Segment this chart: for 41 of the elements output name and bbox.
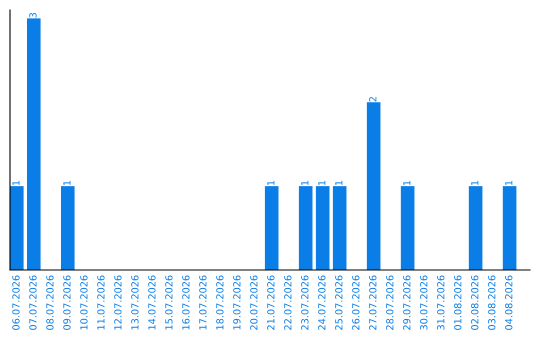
- x-tick-label: 07.07.2026: [29, 275, 37, 330]
- data-label: 1: [12, 180, 20, 186]
- x-tick-label: 04.08.2026: [505, 275, 512, 330]
- x-tick-label: 13.07.2026: [131, 275, 139, 330]
- x-tick-label: 24.07.2026: [318, 275, 326, 330]
- x-tick-label: 06.07.2026: [12, 275, 20, 330]
- data-label: 1: [403, 180, 410, 186]
- x-tick-label: 23.07.2026: [301, 275, 309, 330]
- data-label: 3: [29, 12, 37, 18]
- x-tick-label: 03.08.2026: [488, 275, 496, 330]
- x-tick-label: 16.07.2026: [182, 275, 190, 330]
- x-tick-label: 12.07.2026: [114, 275, 122, 330]
- data-label: 1: [505, 180, 512, 186]
- x-tick-label: 19.07.2026: [233, 275, 241, 330]
- x-tick-label: 28.07.2026: [386, 275, 394, 330]
- x-tick-label: 26.07.2026: [352, 275, 360, 330]
- x-tick-label: 01.08.2026: [454, 275, 462, 330]
- x-tick-label: 30.07.2026: [420, 275, 428, 330]
- x-tick-label: 02.08.2026: [471, 275, 478, 330]
- x-tick-label: 08.07.2026: [46, 275, 54, 330]
- data-label: 1: [301, 180, 308, 186]
- x-tick-label: 29.07.2026: [403, 275, 410, 330]
- x-tick-label: 11.07.2026: [97, 275, 105, 330]
- data-label: 1: [335, 180, 342, 186]
- x-tick-label: 09.07.2026: [63, 275, 71, 330]
- x-tick-label: 14.07.2026: [148, 275, 156, 330]
- data-label: 1: [267, 180, 274, 186]
- x-tick-label: 17.07.2026: [199, 275, 207, 330]
- data-label: 1: [63, 180, 70, 186]
- x-tick-label: 10.07.2026: [80, 275, 88, 330]
- x-tick-label: 21.07.2026: [267, 275, 275, 330]
- x-tick-label: 18.07.2026: [216, 275, 224, 330]
- x-tick-label: 15.07.2026: [165, 275, 173, 330]
- data-label: 1: [471, 180, 478, 186]
- x-tick-label: 25.07.2026: [335, 275, 342, 330]
- x-tick-label: 22.07.2026: [284, 275, 292, 330]
- x-tick-label: 31.07.2026: [437, 275, 444, 330]
- data-label: 1: [318, 180, 326, 186]
- x-tick-label: 27.07.2026: [369, 275, 376, 330]
- data-label: 2: [369, 97, 376, 102]
- x-tick-label: 20.07.2026: [250, 275, 258, 330]
